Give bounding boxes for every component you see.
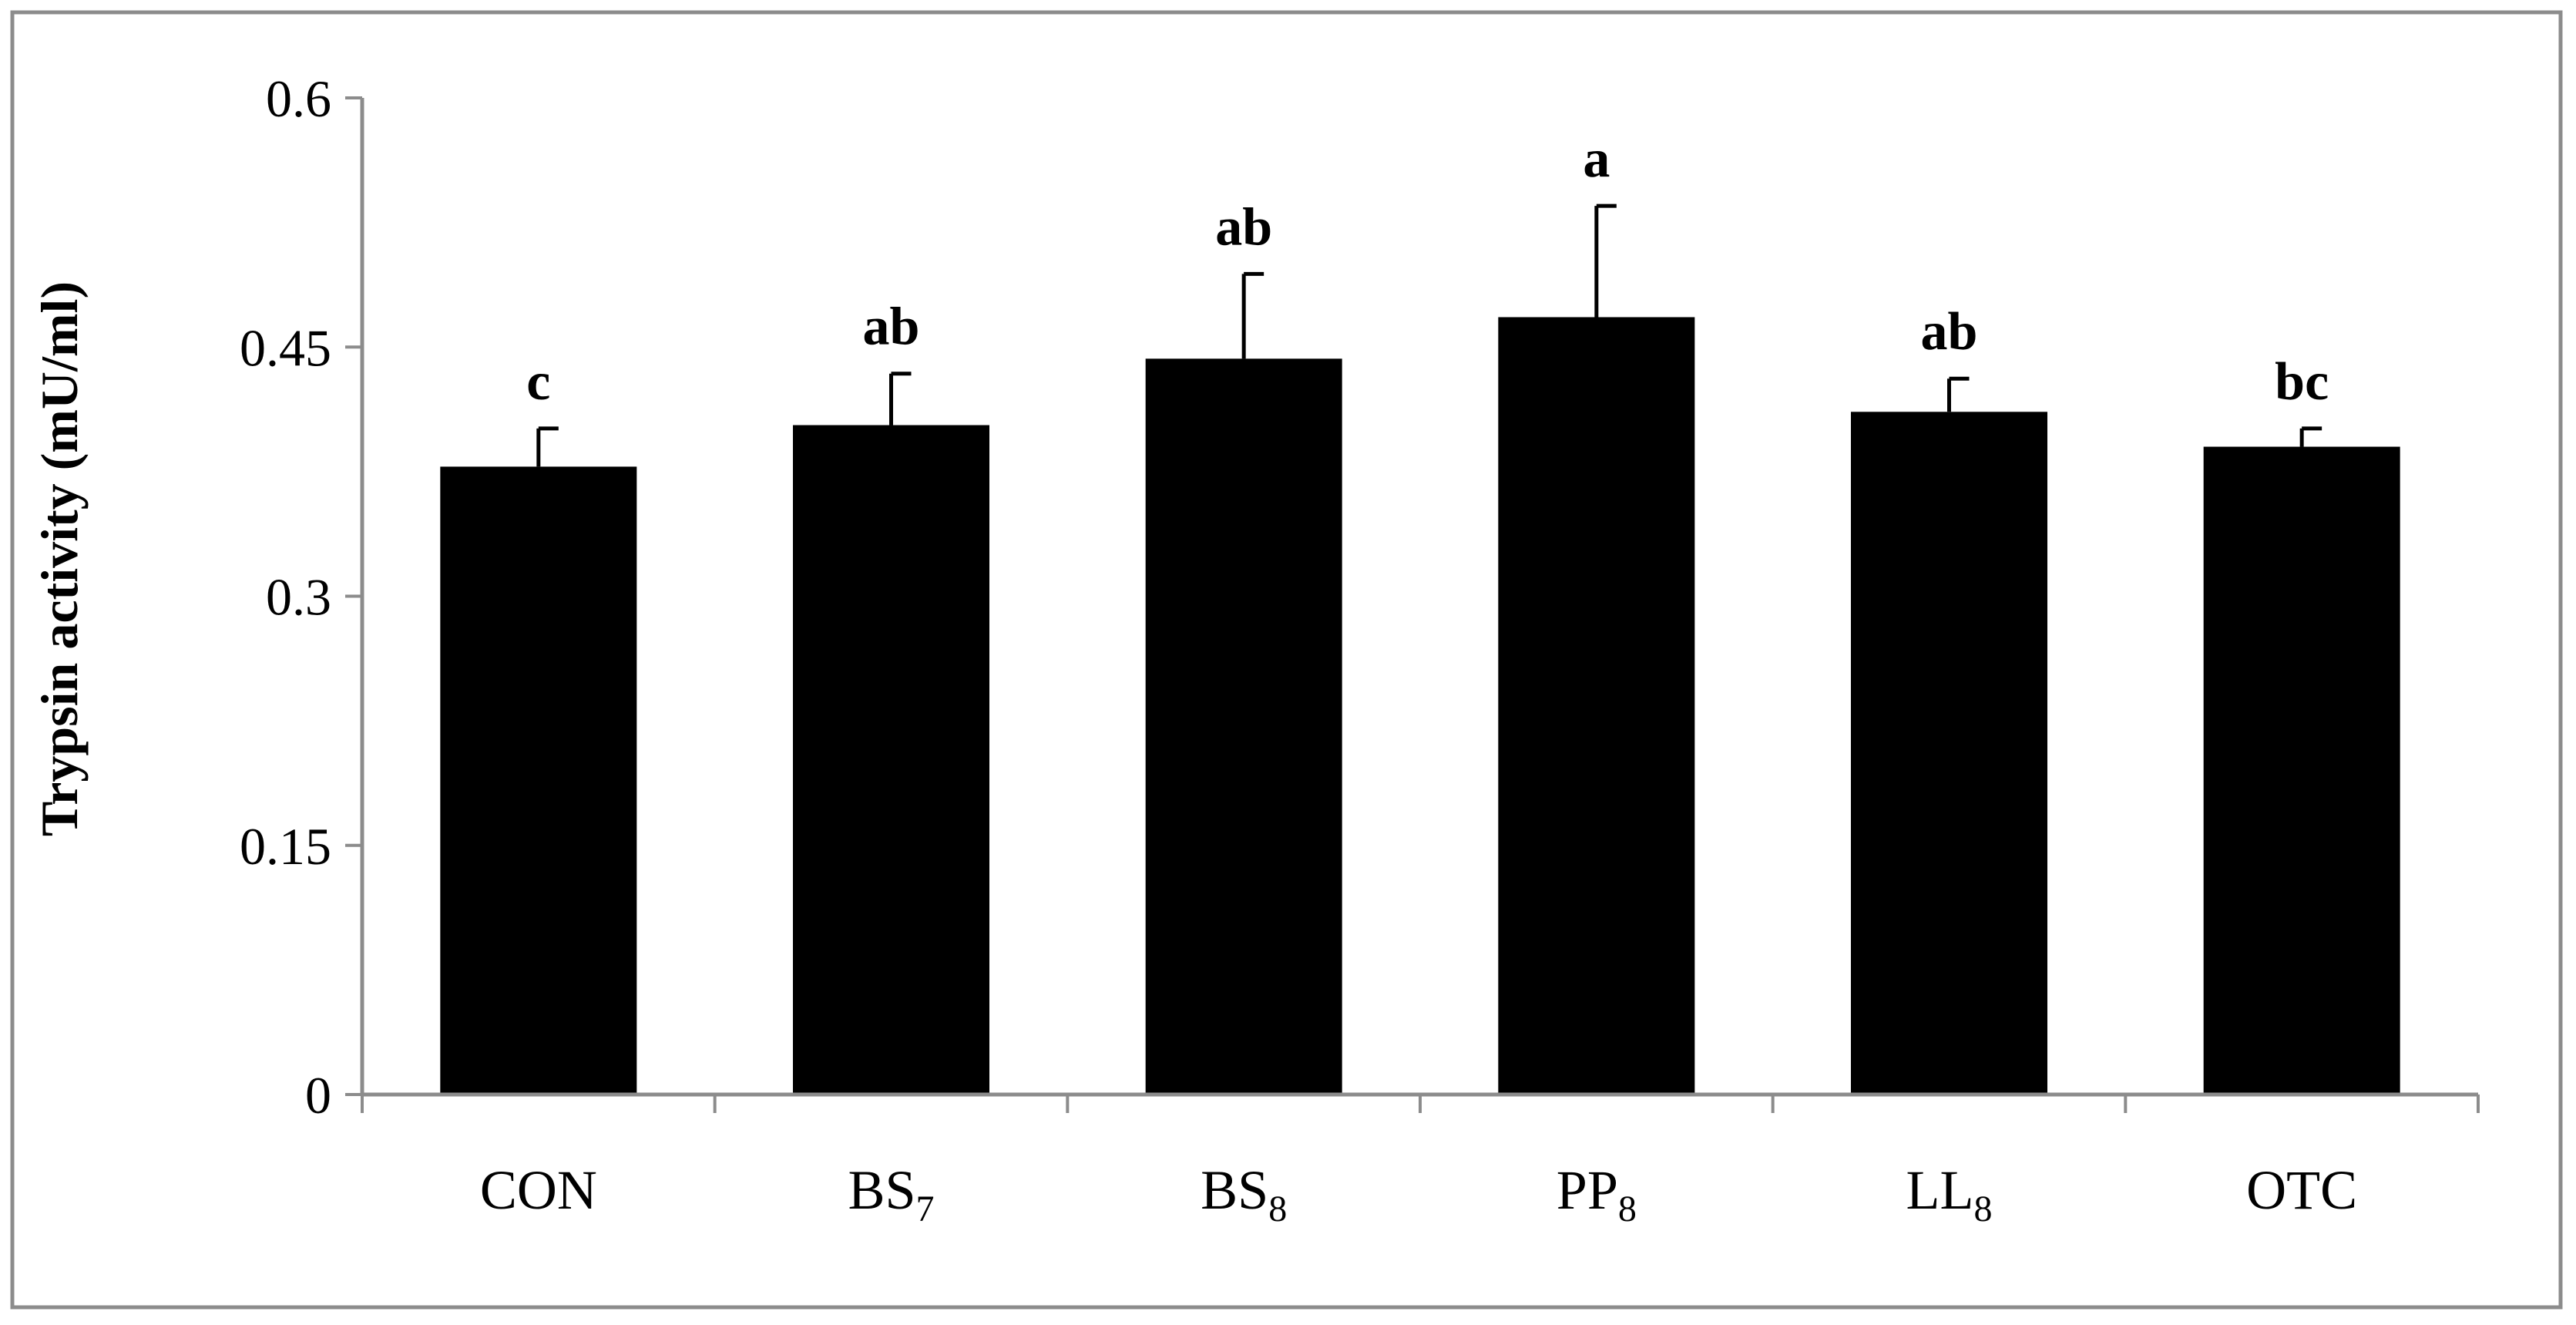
- x-tick-label-base: PP: [1557, 1159, 1618, 1221]
- bar: [2203, 446, 2400, 1095]
- x-tick-label: PP8: [1557, 1159, 1637, 1229]
- significance-letter: ab: [1921, 302, 1978, 362]
- x-tick-label: BS7: [848, 1159, 934, 1229]
- x-tick-label-subscript: 8: [1973, 1189, 1992, 1229]
- x-tick-label-base: LL: [1906, 1159, 1974, 1221]
- y-axis-title: Trypsin activity (mU/ml): [30, 281, 89, 836]
- bar: [793, 425, 989, 1095]
- y-tick-label: 0.15: [240, 817, 331, 876]
- x-tick-label: OTC: [2246, 1159, 2357, 1221]
- significance-letter: c: [526, 352, 550, 412]
- y-tick-label: 0.45: [240, 318, 331, 377]
- x-tick-label: BS8: [1201, 1159, 1287, 1229]
- y-axis-title-group: Trypsin activity (mU/ml): [30, 281, 89, 836]
- axes-layer: [360, 98, 2480, 1113]
- x-tick-label-base: BS: [848, 1159, 915, 1221]
- significance-letter: ab: [863, 298, 920, 357]
- x-tick-label-subscript: 7: [916, 1189, 935, 1229]
- significance-letter: ab: [1215, 197, 1272, 257]
- y-tick-label: 0.3: [266, 568, 331, 627]
- significance-letter: bc: [2275, 352, 2329, 412]
- bars-layer: c ab ab a ab bc: [440, 129, 2400, 1095]
- x-tick-label: CON: [480, 1159, 597, 1221]
- significance-letter: a: [1583, 129, 1610, 189]
- x-tick-label-base: OTC: [2246, 1159, 2357, 1221]
- x-tick-label-base: BS: [1201, 1159, 1268, 1221]
- y-tick-label: 0.6: [266, 69, 331, 128]
- bar: [1145, 358, 1342, 1095]
- bar: [440, 466, 637, 1095]
- x-tick-label-subscript: 8: [1618, 1189, 1637, 1229]
- y-axis-ticks: 0 0.15 0.3 0.45 0.6: [240, 69, 362, 1125]
- bar: [1851, 412, 2047, 1095]
- bar: [1498, 317, 1695, 1095]
- x-axis-labels: CON BS7 BS8 PP8 LL8 OTC: [480, 1159, 2357, 1229]
- x-tick-label-subscript: 8: [1268, 1189, 1287, 1229]
- x-tick-label: LL8: [1906, 1159, 1993, 1229]
- x-tick-label-base: CON: [480, 1159, 597, 1221]
- y-tick-label: 0: [305, 1066, 331, 1125]
